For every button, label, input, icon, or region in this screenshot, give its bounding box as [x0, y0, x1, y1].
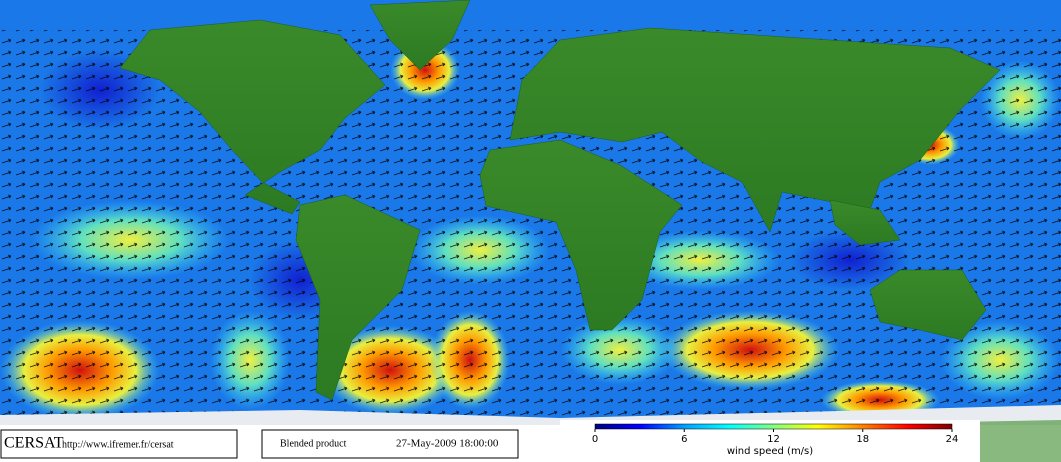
indonesia — [829, 199, 901, 246]
product-box — [261, 429, 519, 459]
eurasia — [509, 27, 1001, 233]
australia — [869, 269, 987, 341]
colorbar-tick-label: 18 — [856, 434, 869, 445]
logo: CERSAT — [4, 435, 64, 452]
colorbar-tick-label: 24 — [946, 434, 959, 445]
south-america — [295, 194, 421, 401]
colorbar-ramp — [594, 423, 953, 430]
colorbar-tick-label: 12 — [767, 434, 780, 445]
colorbar-tick-label: 6 — [681, 434, 687, 445]
date: 27-May-2009 18:00:00 — [396, 438, 499, 450]
land — [119, 0, 1001, 401]
url: http://www.ifremer.fr/cersat — [62, 439, 174, 450]
colorbar-label: wind speed (m/s) — [727, 446, 813, 457]
north-america — [119, 19, 386, 215]
logo-box — [0, 429, 238, 459]
greenland — [369, 0, 471, 71]
colorbar: 0 6 12 18 24 — [592, 423, 959, 445]
africa — [479, 139, 683, 331]
colorbar-tick-label: 0 — [592, 434, 598, 445]
product: Blended product — [280, 438, 347, 449]
